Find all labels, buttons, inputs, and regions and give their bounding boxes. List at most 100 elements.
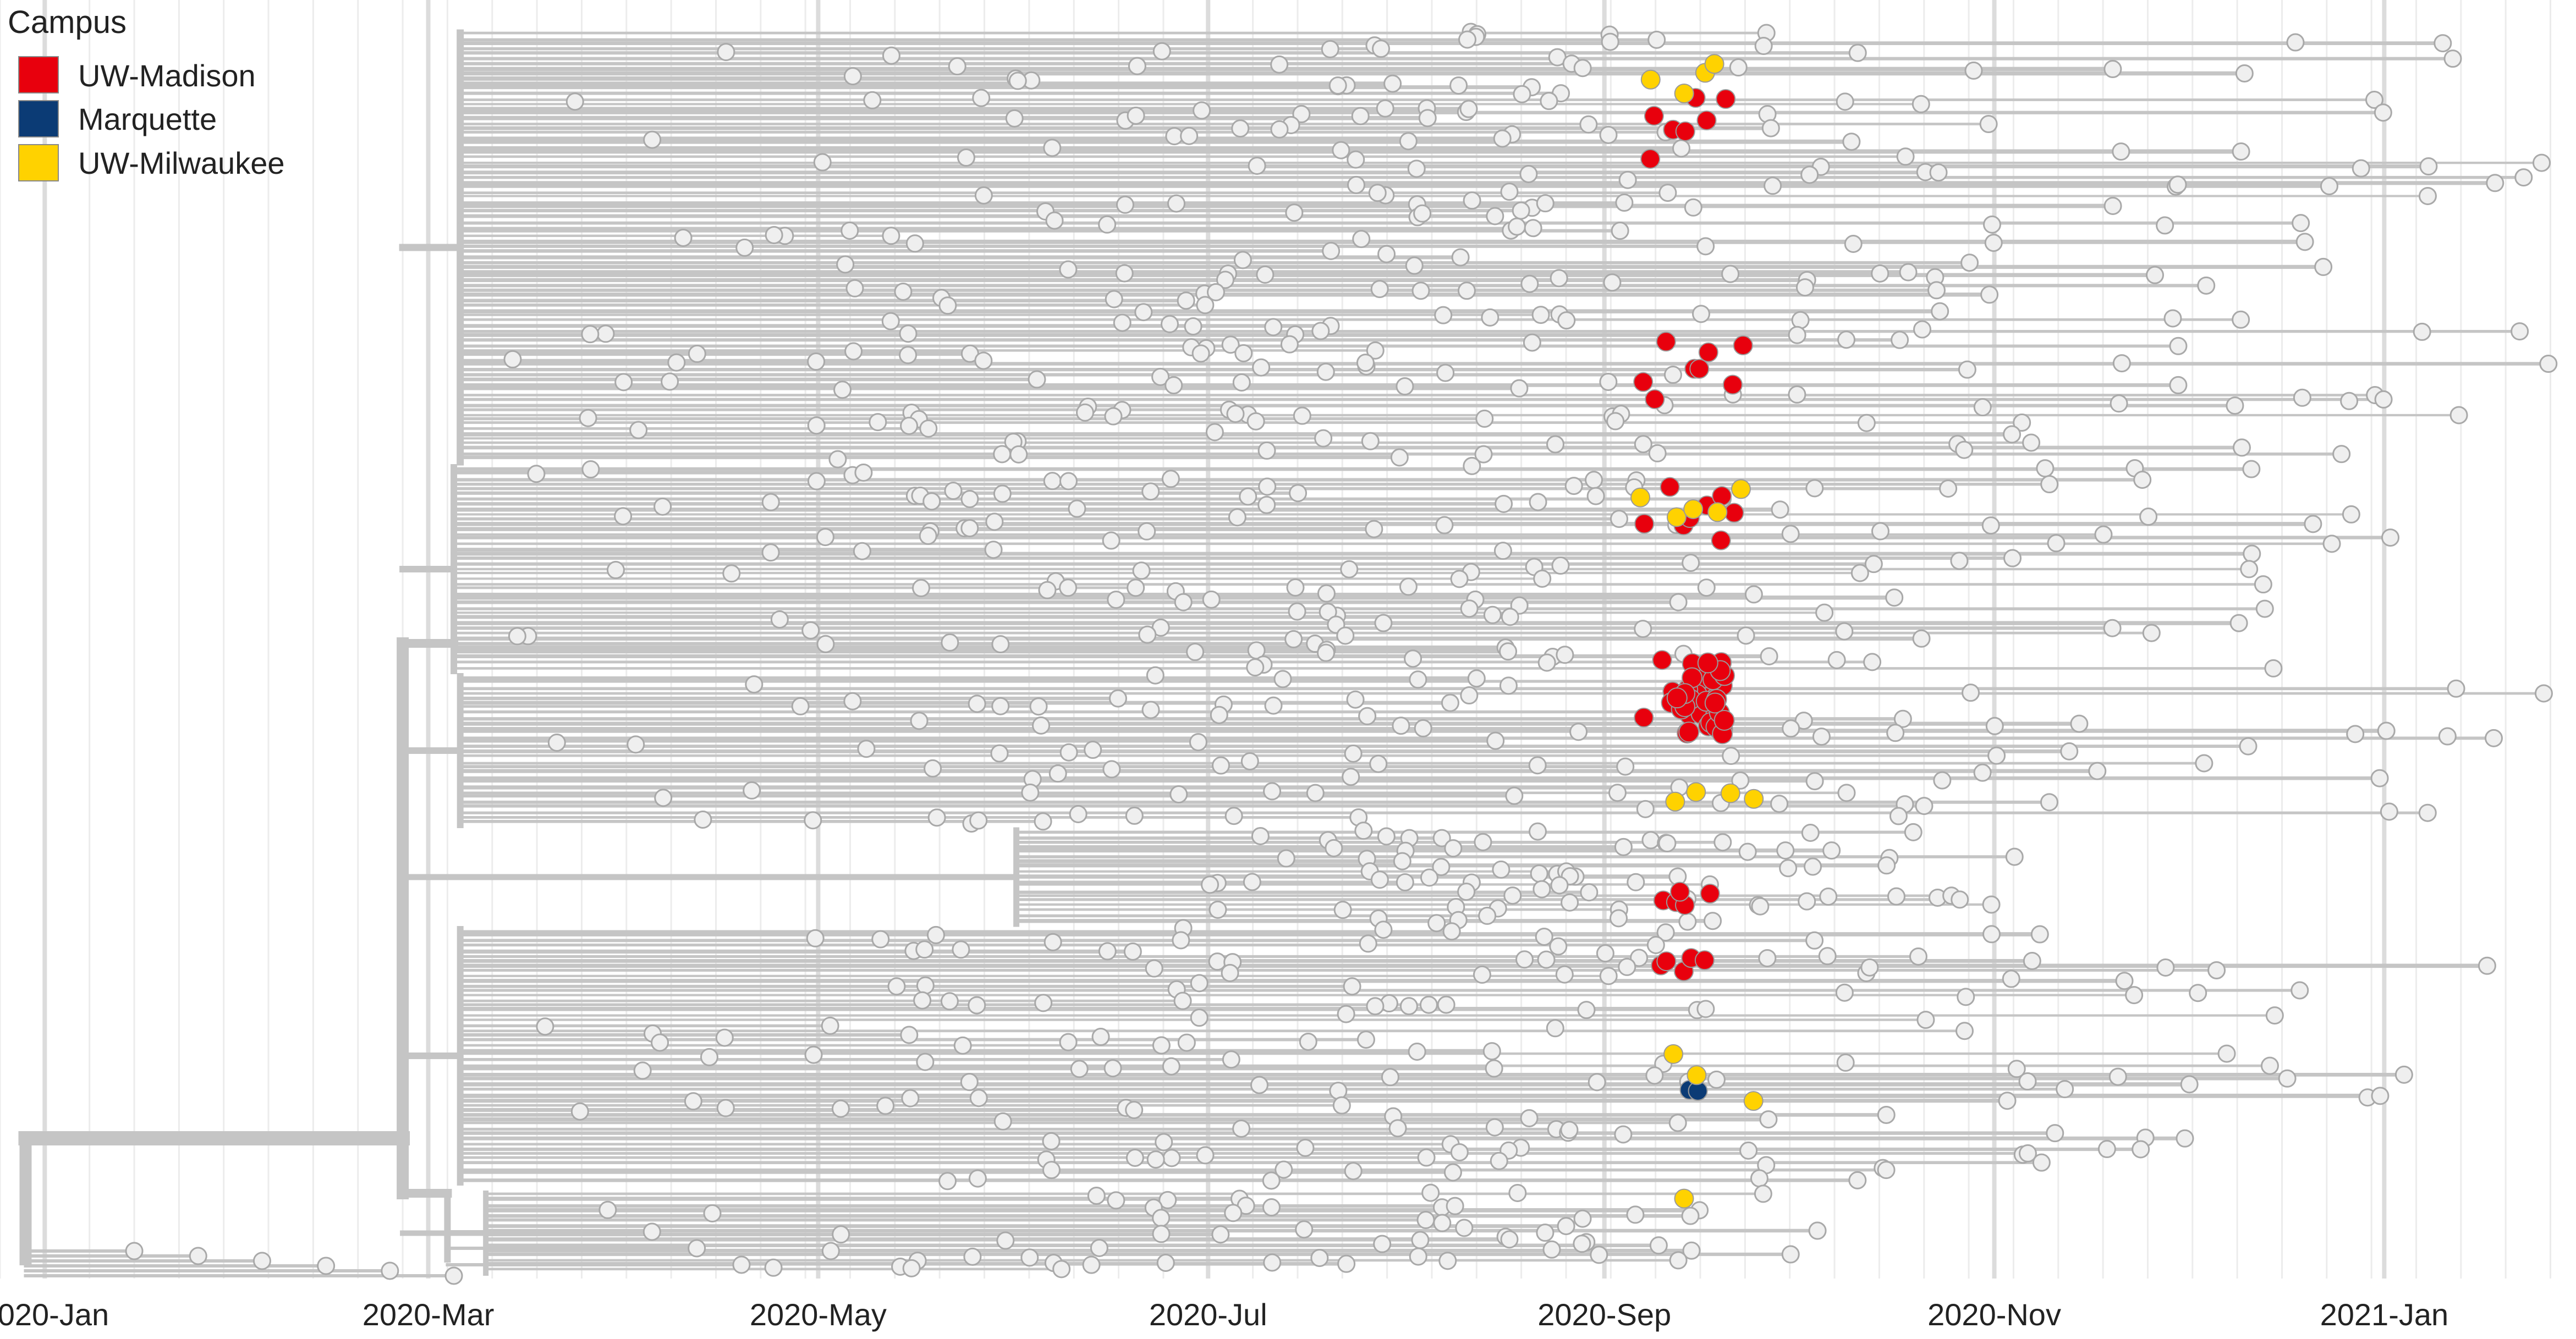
tip-other (1388, 1119, 1407, 1138)
tip-other (1252, 358, 1271, 377)
tip-other (1771, 500, 1789, 519)
tip-other (2115, 972, 2134, 990)
tip-other (1529, 493, 1547, 511)
tip-other (1373, 1235, 1392, 1253)
tip-other (1555, 965, 1574, 984)
tip-other (1512, 201, 1530, 220)
tip-other (1458, 30, 1477, 49)
tip-other (1519, 164, 1538, 183)
tip-other (1707, 1070, 1726, 1089)
tip-other (2286, 33, 2305, 52)
tip-other (1596, 944, 1614, 963)
tip-uw-madison (1675, 121, 1695, 141)
tip-other (1483, 605, 1502, 624)
tip-other (2235, 64, 2254, 83)
tip-other (801, 621, 820, 640)
tip-other (1958, 360, 1976, 379)
tip-other (1317, 584, 1336, 603)
tip-other (1436, 363, 1455, 382)
tip-other (700, 1048, 718, 1066)
tip-other (2291, 981, 2309, 1000)
tip-other (1314, 429, 1333, 448)
tip-other (1275, 1160, 1293, 1179)
tip-other (1329, 1082, 1348, 1100)
tip-uw-madison (1640, 148, 1661, 169)
tip-other (1104, 407, 1123, 426)
tip-other (1152, 1036, 1171, 1055)
tip-other (843, 67, 862, 86)
tip-other (843, 692, 862, 710)
tip-other (854, 463, 873, 482)
tip-other (836, 255, 855, 274)
tip-other (598, 1200, 617, 1219)
tip-other (938, 1172, 957, 1191)
tip-other (2180, 1075, 2199, 1094)
tip-other (1713, 833, 1732, 852)
tip-other (2112, 142, 2130, 161)
tip-other (1542, 1240, 1561, 1259)
tip-other (1556, 646, 1574, 664)
tip-other (1909, 947, 1927, 966)
tip-other (1951, 890, 1969, 909)
tip-other (1863, 653, 1882, 671)
tip-other (1481, 308, 1500, 327)
tip-other (905, 234, 924, 253)
tip-other (1292, 104, 1311, 123)
tip-uw-madison (1696, 110, 1717, 130)
tip-other (1758, 949, 1777, 967)
tip-other (916, 1053, 935, 1071)
tip-other (614, 507, 633, 526)
tip-other (1233, 251, 1252, 269)
tip-other (1358, 707, 1377, 725)
tip-other (716, 1099, 735, 1117)
tip-other (1891, 330, 1909, 349)
tip-other (1805, 772, 1824, 791)
tip-other (1586, 487, 1605, 505)
tip-uw-milwaukee (1707, 502, 1728, 522)
tip-other (1165, 376, 1183, 395)
tip-other (1228, 508, 1246, 527)
tip-other (1193, 101, 1211, 120)
tip-other (2232, 438, 2251, 457)
tip-uw-milwaukee (1743, 1091, 1764, 1111)
tip-other (1486, 731, 1505, 750)
tip-other (2239, 737, 2258, 756)
x-tick-label: 2020-Jul (1149, 1297, 1267, 1332)
tip-other (1836, 1053, 1855, 1072)
tip-other (1277, 849, 1295, 868)
tip-other (1068, 499, 1086, 518)
tip-other (821, 1242, 840, 1260)
tip-other (547, 733, 566, 752)
tip-other (871, 930, 890, 949)
tip-other (1332, 1096, 1351, 1115)
tip-other (1490, 1151, 1508, 1170)
tip-other (916, 976, 935, 995)
tip-other (1455, 1219, 1474, 1237)
tip-other (996, 1231, 1015, 1250)
tip-other (1141, 701, 1160, 719)
tip-other (1729, 58, 1748, 77)
tip-uw-milwaukee (1720, 783, 1740, 803)
tip-other (2346, 725, 2365, 743)
tip-other (948, 57, 966, 76)
tip-other (1433, 1214, 1452, 1232)
tip-other (1738, 842, 1757, 861)
tip-other (804, 1045, 823, 1064)
tip-other (1210, 706, 1228, 724)
tip-other (1196, 1146, 1215, 1165)
tip-other (614, 373, 633, 392)
tip-other (1682, 554, 1700, 572)
tip-other (912, 578, 931, 597)
tip-other (1885, 588, 1904, 607)
tip-other (2370, 769, 2389, 787)
tip-other (1162, 1149, 1181, 1167)
tip-other (1399, 132, 1418, 151)
tip-other (1493, 542, 1512, 560)
tip-other (1536, 1224, 1555, 1242)
tip-other (2030, 925, 2049, 944)
tip-other (1246, 658, 1265, 677)
tip-other (974, 351, 993, 370)
tip-other (2514, 168, 2533, 187)
tip-other (910, 712, 929, 730)
